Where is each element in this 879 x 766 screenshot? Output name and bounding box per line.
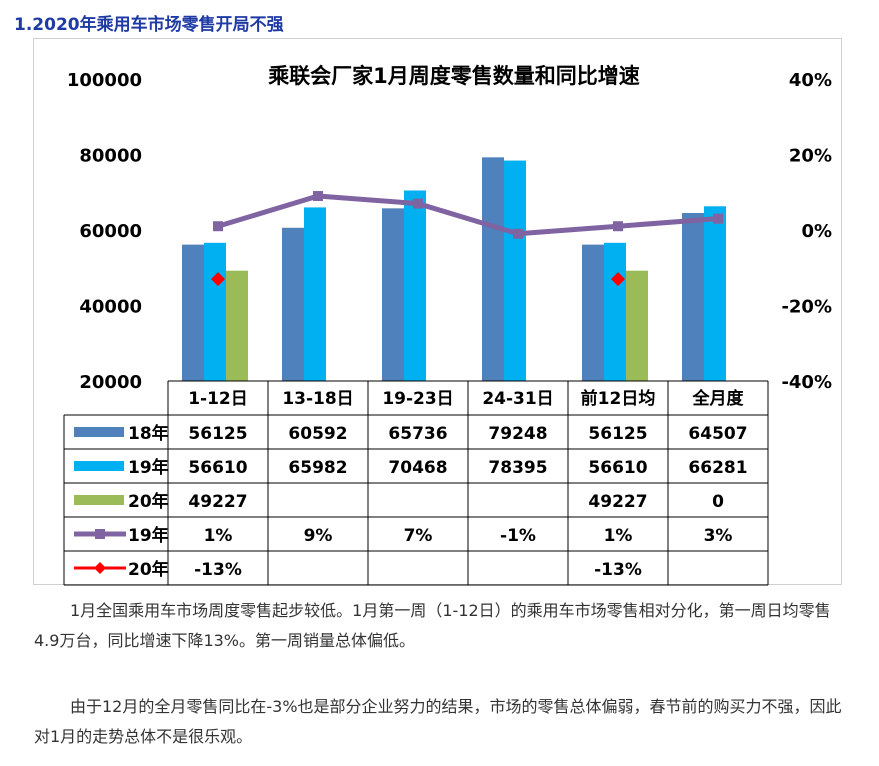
x-tick-label: 前12日均 — [581, 388, 656, 409]
bar — [404, 190, 426, 381]
x-tick-label: 19-23日 — [382, 389, 453, 409]
data-label: 78395 — [488, 458, 547, 478]
line-series-19 — [217, 193, 719, 237]
legend-label: 19年 — [128, 525, 169, 546]
data-label: 65982 — [288, 458, 347, 478]
y-right-tick-label: 0% — [801, 221, 832, 242]
bar — [304, 207, 326, 381]
data-label: -13% — [594, 560, 642, 580]
data-label: 66281 — [688, 458, 747, 478]
line-point — [413, 198, 423, 209]
y-right-tick-label: -40% — [781, 372, 832, 393]
bar — [582, 244, 604, 381]
y-left-tick-label: 100000 — [67, 70, 142, 91]
x-tick-label: 1-12日 — [188, 389, 248, 409]
data-label: 56125 — [588, 424, 647, 444]
data-label: 64507 — [688, 424, 747, 444]
data-label: 49227 — [188, 492, 247, 512]
bar — [204, 242, 226, 381]
bar — [282, 227, 304, 381]
legend-label: 19年 — [128, 457, 169, 478]
y-left-tick-label: 60000 — [79, 221, 142, 242]
y-right-tick-label: 40% — [789, 70, 832, 91]
line-point — [513, 228, 523, 239]
line-point — [313, 191, 323, 202]
data-label: 56610 — [188, 458, 247, 478]
chart-svg: 乘联会厂家1月周度零售数量和同比增速 20000 40000 60000 80000 10… — [63, 64, 832, 586]
x-tick-label: 24-31日 — [482, 389, 553, 409]
data-label: 49227 — [588, 492, 647, 512]
paragraph-1: 1月全国乘用车市场周度零售起步较低。1月第一周（1-12日）的乘用车市场零售相对… — [34, 601, 831, 650]
x-tick-label: 全月度 — [692, 388, 745, 409]
data-label: 7% — [404, 526, 433, 546]
data-label: 3% — [704, 526, 733, 546]
legend-swatch — [74, 461, 124, 471]
legend-swatch — [74, 427, 124, 437]
data-label: 9% — [304, 526, 333, 546]
chart-frame: 乘联会厂家1月周度零售数量和同比增速 20000 40000 60000 80000 10… — [33, 38, 842, 586]
data-label: 70468 — [388, 458, 447, 478]
data-label: 1% — [204, 526, 233, 546]
line-point — [713, 213, 723, 224]
data-label: 65736 — [388, 424, 447, 444]
data-label: 79248 — [488, 424, 547, 444]
y-left-tick-label: 40000 — [79, 297, 142, 318]
data-label: 0 — [712, 492, 724, 512]
bar — [604, 242, 626, 381]
paragraph-2: 由于12月的全月零售同比在-3%也是部分企业努力的结果，市场的零售总体偏弱，春节… — [34, 697, 842, 746]
legend-marker — [94, 562, 106, 574]
data-label: 56125 — [188, 424, 247, 444]
bar — [704, 206, 726, 381]
line-point — [613, 221, 623, 232]
legend-label: 18年 — [128, 423, 169, 444]
section-heading: 1.2020年乘用车市场零售开局不强 — [14, 15, 284, 35]
y-left-tick-label: 80000 — [79, 146, 142, 167]
data-label: -13% — [194, 560, 242, 580]
y-left-tick-label: 20000 — [79, 372, 142, 393]
line-point — [213, 221, 223, 232]
legend-marker — [95, 529, 105, 539]
legend-label: 20年 — [128, 559, 169, 580]
data-label: 1% — [604, 526, 633, 546]
legend-label: 20年 — [128, 491, 169, 512]
bar — [626, 270, 648, 381]
marker-point — [611, 272, 625, 287]
y-right-tick-label: 20% — [789, 146, 832, 167]
bar — [382, 208, 404, 381]
data-label: -1% — [500, 526, 536, 546]
bar — [482, 157, 504, 381]
data-label: 56610 — [588, 458, 647, 478]
bar — [682, 212, 704, 381]
data-label: 60592 — [288, 424, 347, 444]
y-right-tick-label: -20% — [781, 297, 832, 318]
bar — [226, 270, 248, 381]
bar — [182, 244, 204, 381]
chart-title: 乘联会厂家1月周度零售数量和同比增速 — [267, 64, 640, 88]
legend-swatch — [74, 495, 124, 505]
marker-point — [211, 272, 225, 287]
x-tick-label: 13-18日 — [282, 389, 353, 409]
bar — [504, 160, 526, 381]
